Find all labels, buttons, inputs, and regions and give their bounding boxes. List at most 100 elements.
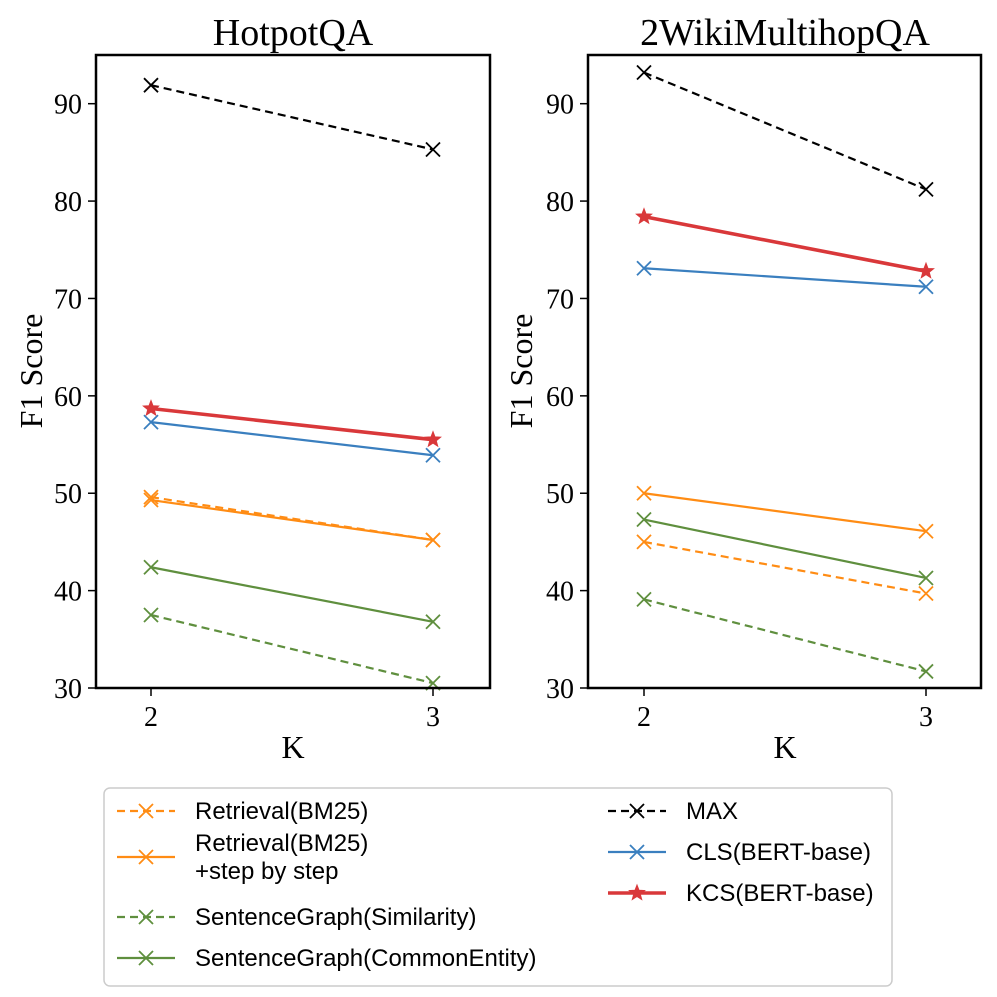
2wikimultihopqa-x-tick-label-2: 2 <box>637 702 651 733</box>
2wikimultihopqa-point-retrieval-bm25-k2 <box>636 534 652 550</box>
legend: Retrieval(BM25) Retrieval(BM25) +step by s… <box>103 787 893 987</box>
2wikimultihopqa-point-max-k2 <box>636 64 652 81</box>
2wikimultihopqa-point-cls-bert-base-k3 <box>918 279 934 295</box>
legend-frame <box>103 787 893 987</box>
hotpotqa-y-tick-label-60: 60 <box>54 382 82 413</box>
2wikimultihopqa-y-tick-label-70: 70 <box>546 284 574 315</box>
2wikimultihopqa-x-axis-label: K <box>773 729 796 765</box>
hotpotqa-x-tick-label-2: 2 <box>144 702 158 733</box>
legend-marker-kcs-bert-base <box>628 883 646 901</box>
hotpotqa-point-retrieval-bm25-step-by-step-k3 <box>425 532 441 548</box>
legend-entry-cls-bert-base: CLS(BERT-base) <box>608 839 871 866</box>
2wikimultihopqa-series-cls-bert-base <box>636 260 934 295</box>
hotpotqa-y-axis-label: F1 Score <box>13 314 49 429</box>
2wikimultihopqa-point-sentencegraph-commonentity-k3 <box>918 570 934 586</box>
2wikimultihopqa-point-retrieval-bm25-step-by-step-k3 <box>918 523 934 539</box>
legend-label-cls-bert-base: CLS(BERT-base) <box>686 839 871 866</box>
legend-marker-retrieval-bm25-step-by-step <box>138 849 154 865</box>
hotpotqa-line-kcs-bert-base <box>150 406 434 442</box>
hotpotqa-series-max <box>143 77 441 158</box>
legend-label-retrieval-bm25: Retrieval(BM25) <box>195 798 368 825</box>
hotpotqa-line-max <box>150 84 434 151</box>
hotpotqa-point-max-k2 <box>143 77 159 93</box>
2wikimultihopqa-point-kcs-bert-base-k3 <box>917 261 935 279</box>
2wikimultihopqa-y-axis-label: F1 Score <box>503 314 539 429</box>
hotpotqa-point-sentencegraph-commonentity-k2 <box>143 559 159 575</box>
hotpotqa-point-cls-bert-base-k2 <box>143 414 159 430</box>
hotpotqa-x-tick-label-3: 3 <box>426 702 440 733</box>
legend-entry-kcs-bert-base: KCS(BERT-base) <box>608 880 874 907</box>
legend-label-sentencegraph-similarity: SentenceGraph(Similarity) <box>195 904 476 931</box>
legend-entry-max: MAX <box>608 798 738 825</box>
legend-marker-sentencegraph-commonentity <box>138 950 154 966</box>
hotpotqa-line-sentencegraph-similarity <box>150 613 434 685</box>
hotpotqa-series-sentencegraph-commonentity <box>143 559 441 630</box>
hotpotqa-line-cls-bert-base <box>150 421 434 457</box>
hotpotqa-y-tick-label-50: 50 <box>54 479 82 510</box>
2wikimultihopqa-series-sentencegraph-similarity <box>636 591 934 680</box>
hotpotqa-title: HotpotQA <box>213 12 374 54</box>
hotpotqa-point-retrieval-bm25-step-by-step-k2 <box>143 492 159 508</box>
2wikimultihopqa-y-tick-label-90: 90 <box>546 90 574 121</box>
2wikimultihopqa-y-tick-label-60: 60 <box>546 382 574 413</box>
hotpotqa-series-cls-bert-base <box>143 414 441 463</box>
2wikimultihopqa-series-max <box>636 64 934 198</box>
hotpotqa-point-kcs-bert-base-k3 <box>424 430 442 448</box>
legend-marker-max <box>629 803 645 819</box>
2wikimultihopqa-axes-frame <box>586 53 983 690</box>
hotpotqa-series-retrieval-bm25 <box>143 489 441 548</box>
hotpotqa-line-sentencegraph-commonentity <box>150 566 434 623</box>
2wikimultihopqa-panel: 2WikiMultihopQA K F1 Score 30 40 50 60 70 80 9… <box>503 12 983 765</box>
2wikimultihopqa-point-sentencegraph-similarity-k2 <box>636 591 652 608</box>
legend-label-kcs-bert-base: KCS(BERT-base) <box>686 880 874 907</box>
hotpotqa-panel: HotpotQA K F1 Score 30 40 50 60 70 80 90 2 3 <box>13 12 492 765</box>
legend-entry-retrieval-bm25: Retrieval(BM25) <box>117 798 368 825</box>
hotpotqa-y-tick-label-80: 80 <box>54 187 82 218</box>
2wikimultihopqa-series-retrieval-bm25 <box>636 534 934 602</box>
hotpotqa-series-sentencegraph-similarity <box>143 607 441 691</box>
2wikimultihopqa-line-retrieval-bm25-step-by-step <box>643 492 927 533</box>
2wikimultihopqa-point-retrieval-bm25-k3 <box>918 585 934 602</box>
2wikimultihopqa-point-sentencegraph-similarity-k3 <box>918 663 934 680</box>
2wikimultihopqa-line-cls-bert-base <box>643 267 927 288</box>
hotpotqa-series-retrieval-bm25-step-by-step <box>143 492 441 548</box>
legend-marker-cls-bert-base <box>629 844 645 860</box>
hotpotqa-point-max-k3 <box>425 141 441 158</box>
2wikimultihopqa-series-sentencegraph-commonentity <box>636 511 934 586</box>
hotpotqa-y-tick-label-30: 30 <box>54 674 82 705</box>
2wikimultihopqa-line-kcs-bert-base <box>643 214 927 273</box>
hotpotqa-axes-frame <box>94 53 492 690</box>
2wikimultihopqa-plot-area: 30 40 50 60 70 80 90 2 3 <box>546 53 983 733</box>
legend-label-max: MAX <box>686 798 738 825</box>
hotpotqa-plot-area: 30 40 50 60 70 80 90 2 3 <box>54 53 492 733</box>
2wikimultihopqa-y-tick-label-40: 40 <box>546 577 574 608</box>
2wikimultihopqa-line-sentencegraph-similarity <box>643 598 927 673</box>
2wikimultihopqa-y-tick-label-50: 50 <box>546 479 574 510</box>
legend-entry-retrieval-bm25-step-by-step: Retrieval(BM25) +step by step <box>117 830 368 885</box>
legend-entry-sentencegraph-commonentity: SentenceGraph(CommonEntity) <box>117 945 536 972</box>
legend-marker-retrieval-bm25 <box>138 803 154 819</box>
2wikimultihopqa-line-sentencegraph-commonentity <box>643 518 927 580</box>
2wikimultihopqa-y-tick-label-30: 30 <box>546 674 574 705</box>
hotpotqa-series-kcs-bert-base <box>142 399 442 448</box>
hotpotqa-point-kcs-bert-base-k2 <box>142 399 160 417</box>
legend-label-retrieval-bm25-step-by-step: Retrieval(BM25) +step by step <box>195 830 368 885</box>
2wikimultihopqa-x-tick-label-3: 3 <box>919 702 933 733</box>
hotpotqa-point-sentencegraph-commonentity-k3 <box>425 614 441 630</box>
2wikimultihopqa-y-tick-label-80: 80 <box>546 187 574 218</box>
hotpotqa-point-cls-bert-base-k3 <box>425 447 441 463</box>
hotpotqa-y-tick-label-90: 90 <box>54 90 82 121</box>
2wikimultihopqa-line-retrieval-bm25 <box>643 540 927 595</box>
2wikimultihopqa-series-kcs-bert-base <box>635 207 935 279</box>
hotpotqa-line-retrieval-bm25-step-by-step <box>150 498 434 542</box>
2wikimultihopqa-point-kcs-bert-base-k2 <box>635 207 653 225</box>
2wikimultihopqa-title: 2WikiMultihopQA <box>640 12 930 54</box>
legend-entry-sentencegraph-similarity: SentenceGraph(Similarity) <box>117 904 476 931</box>
2wikimultihopqa-point-retrieval-bm25-step-by-step-k2 <box>636 485 652 501</box>
2wikimultihopqa-series-retrieval-bm25-step-by-step <box>636 485 934 539</box>
hotpotqa-y-tick-label-40: 40 <box>54 577 82 608</box>
2wikimultihopqa-point-cls-bert-base-k2 <box>636 260 652 276</box>
legend-label-sentencegraph-commonentity: SentenceGraph(CommonEntity) <box>195 945 536 972</box>
hotpotqa-point-sentencegraph-similarity-k2 <box>143 607 159 623</box>
